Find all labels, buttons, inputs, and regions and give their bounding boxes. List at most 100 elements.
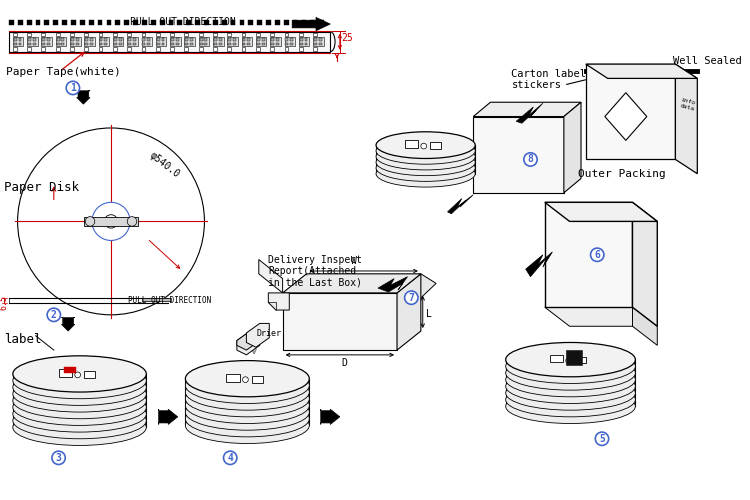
- Polygon shape: [142, 43, 146, 45]
- Text: Paper Tape(white): Paper Tape(white): [6, 67, 121, 77]
- Polygon shape: [262, 38, 265, 41]
- Ellipse shape: [506, 369, 635, 404]
- Polygon shape: [43, 38, 45, 41]
- Polygon shape: [84, 216, 138, 226]
- Polygon shape: [84, 38, 94, 46]
- Polygon shape: [71, 43, 74, 45]
- Polygon shape: [575, 357, 586, 364]
- Polygon shape: [33, 43, 36, 45]
- Polygon shape: [43, 43, 45, 45]
- Polygon shape: [257, 43, 259, 45]
- Polygon shape: [310, 20, 315, 25]
- Polygon shape: [314, 38, 317, 41]
- Polygon shape: [190, 43, 193, 45]
- Polygon shape: [142, 47, 146, 51]
- Polygon shape: [142, 32, 146, 36]
- Ellipse shape: [185, 408, 309, 444]
- Polygon shape: [284, 38, 295, 46]
- Polygon shape: [70, 47, 74, 51]
- Polygon shape: [186, 20, 191, 25]
- Polygon shape: [320, 20, 324, 25]
- Circle shape: [224, 451, 237, 464]
- Polygon shape: [104, 38, 107, 41]
- Polygon shape: [13, 32, 16, 36]
- Polygon shape: [147, 43, 150, 45]
- Circle shape: [104, 214, 118, 228]
- Circle shape: [109, 219, 113, 224]
- Polygon shape: [199, 38, 209, 46]
- Polygon shape: [256, 38, 266, 46]
- Polygon shape: [133, 43, 136, 45]
- Polygon shape: [58, 369, 72, 377]
- Text: Well Sealed: Well Sealed: [674, 56, 742, 66]
- Polygon shape: [41, 38, 52, 46]
- Polygon shape: [9, 20, 14, 25]
- Text: Carton label
stickers: Carton label stickers: [512, 69, 586, 90]
- Polygon shape: [76, 38, 79, 41]
- Polygon shape: [18, 20, 22, 25]
- Polygon shape: [200, 38, 202, 41]
- Polygon shape: [19, 43, 22, 45]
- Polygon shape: [169, 20, 173, 25]
- Polygon shape: [134, 20, 138, 25]
- Text: Outer Packing: Outer Packing: [578, 169, 666, 179]
- Polygon shape: [257, 38, 259, 41]
- Polygon shape: [53, 20, 58, 25]
- Polygon shape: [526, 252, 553, 276]
- Polygon shape: [159, 409, 178, 424]
- Ellipse shape: [185, 374, 309, 410]
- Polygon shape: [142, 20, 147, 25]
- Polygon shape: [71, 20, 76, 25]
- Circle shape: [75, 372, 80, 378]
- Polygon shape: [270, 38, 280, 46]
- Ellipse shape: [376, 149, 476, 176]
- Text: 3: 3: [56, 453, 62, 463]
- Polygon shape: [205, 38, 207, 41]
- Polygon shape: [70, 38, 80, 46]
- Polygon shape: [213, 20, 217, 25]
- Polygon shape: [185, 43, 188, 45]
- Ellipse shape: [13, 356, 146, 392]
- Ellipse shape: [376, 132, 476, 158]
- Text: label: label: [4, 333, 42, 346]
- Ellipse shape: [13, 409, 146, 446]
- Polygon shape: [84, 371, 94, 378]
- Polygon shape: [184, 47, 188, 51]
- Polygon shape: [147, 38, 150, 41]
- Ellipse shape: [506, 356, 635, 390]
- Polygon shape: [314, 47, 317, 51]
- Polygon shape: [586, 64, 676, 160]
- Circle shape: [66, 82, 80, 94]
- Polygon shape: [259, 260, 283, 293]
- Polygon shape: [133, 38, 136, 41]
- Ellipse shape: [506, 389, 635, 424]
- Polygon shape: [113, 47, 117, 51]
- Text: 8: 8: [527, 154, 533, 164]
- Polygon shape: [99, 38, 109, 46]
- Polygon shape: [113, 32, 117, 36]
- Polygon shape: [632, 202, 657, 326]
- Polygon shape: [284, 20, 289, 25]
- Polygon shape: [286, 38, 288, 41]
- Polygon shape: [170, 47, 174, 51]
- Polygon shape: [262, 43, 265, 45]
- Polygon shape: [170, 32, 174, 36]
- Polygon shape: [62, 38, 64, 41]
- Polygon shape: [242, 43, 245, 45]
- Polygon shape: [473, 102, 581, 117]
- Polygon shape: [27, 32, 31, 36]
- Polygon shape: [100, 43, 103, 45]
- Polygon shape: [239, 20, 244, 25]
- Ellipse shape: [185, 368, 309, 404]
- Polygon shape: [57, 43, 59, 45]
- Polygon shape: [199, 32, 202, 36]
- Polygon shape: [276, 38, 279, 41]
- Text: 7: 7: [409, 292, 414, 302]
- Text: 2: 2: [51, 310, 57, 320]
- Polygon shape: [564, 102, 581, 193]
- Polygon shape: [113, 38, 124, 46]
- Polygon shape: [106, 20, 111, 25]
- Polygon shape: [270, 32, 274, 36]
- Polygon shape: [99, 47, 103, 51]
- Polygon shape: [283, 293, 397, 350]
